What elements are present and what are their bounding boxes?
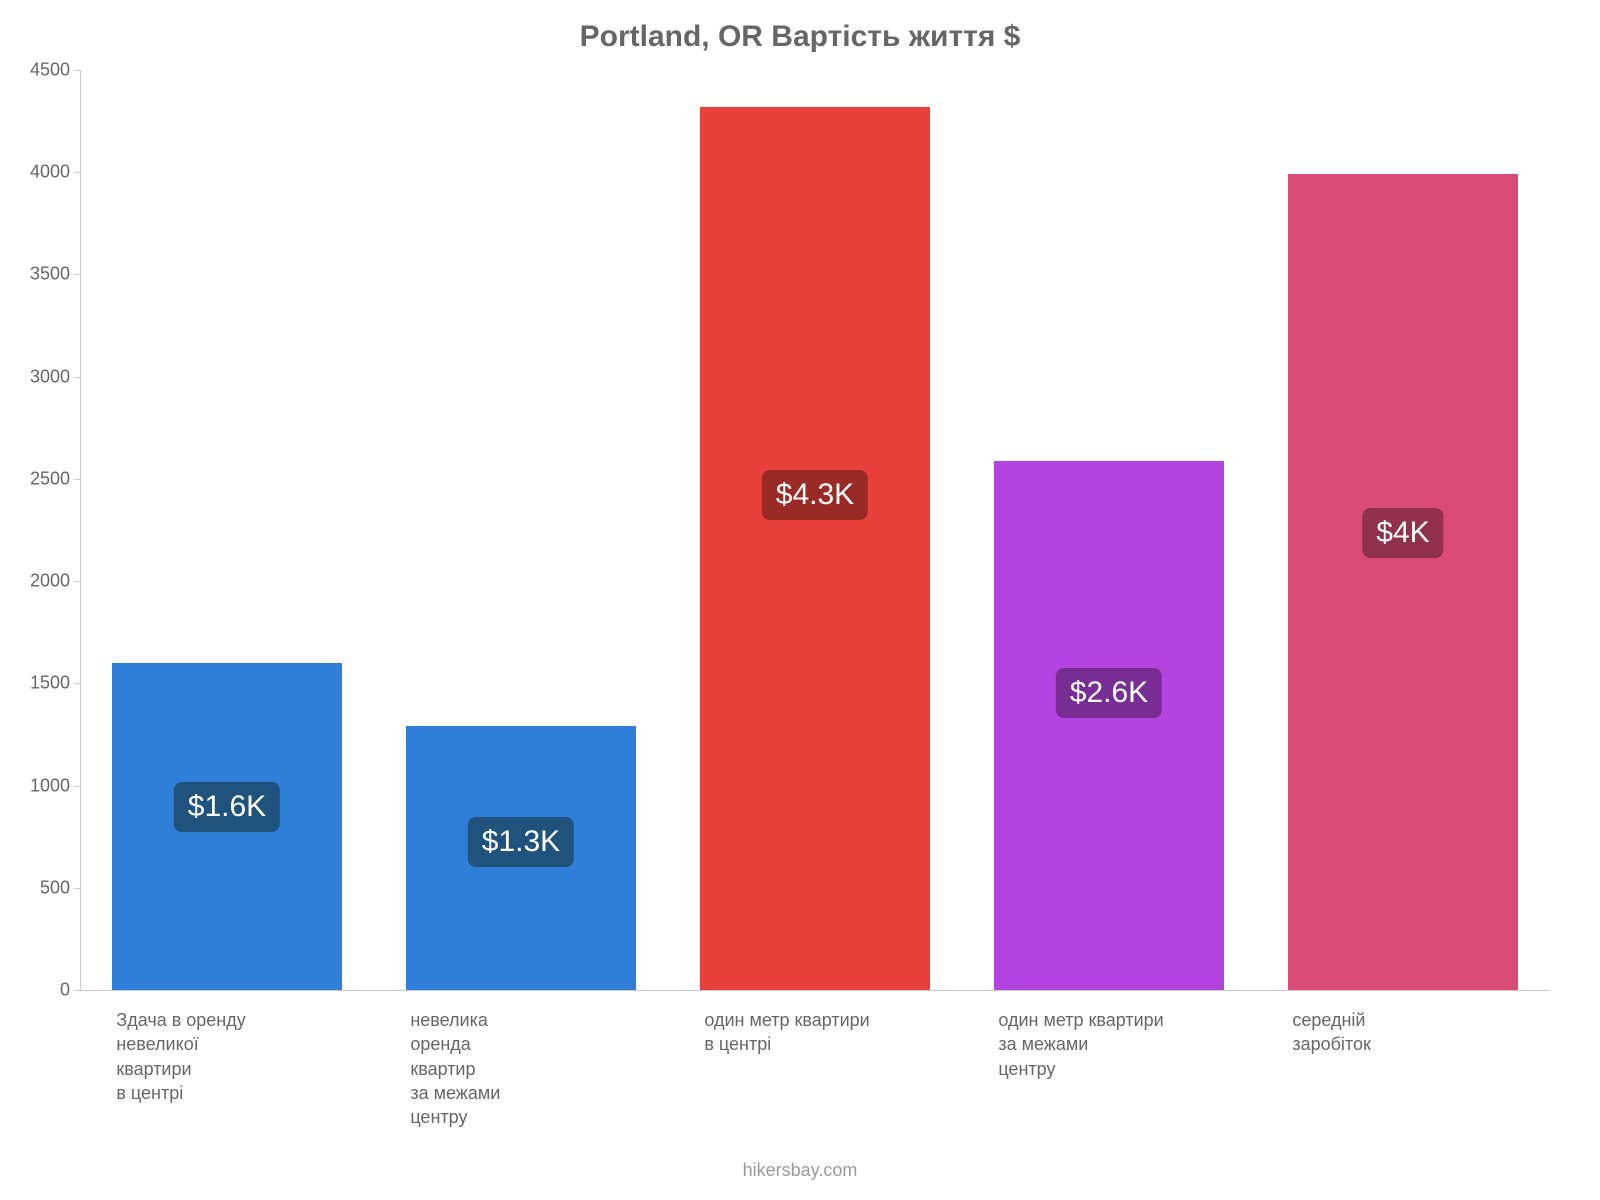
y-tick xyxy=(74,786,80,787)
chart-title: Portland, OR Вартість життя $ xyxy=(0,20,1600,54)
y-axis xyxy=(80,70,81,990)
y-tick xyxy=(74,888,80,889)
y-tick xyxy=(74,70,80,71)
attribution-text: hikersbay.com xyxy=(0,1160,1600,1181)
value-badge: $4K xyxy=(1362,508,1443,558)
bar xyxy=(994,461,1223,991)
y-tick-label: 4000 xyxy=(10,162,70,183)
y-tick-label: 1500 xyxy=(10,673,70,694)
plot-area: 050010001500200025003000350040004500$1.6… xyxy=(80,70,1550,990)
y-tick-label: 3000 xyxy=(10,366,70,387)
x-tick-label: невелика оренда квартир за межами центру xyxy=(410,1008,679,1129)
y-tick-label: 2000 xyxy=(10,571,70,592)
x-axis xyxy=(80,990,1550,991)
y-tick-label: 500 xyxy=(10,877,70,898)
y-tick-label: 4500 xyxy=(10,60,70,81)
bar xyxy=(700,107,929,990)
chart-container: Portland, OR Вартість життя $ 0500100015… xyxy=(0,0,1600,1200)
x-tick-label: один метр квартири в центрі xyxy=(704,1008,973,1057)
y-tick-label: 2500 xyxy=(10,468,70,489)
value-badge: $1.3K xyxy=(468,817,574,867)
y-tick-label: 3500 xyxy=(10,264,70,285)
y-tick xyxy=(74,990,80,991)
value-badge: $4.3K xyxy=(762,470,868,520)
y-tick-label: 0 xyxy=(10,980,70,1001)
y-tick xyxy=(74,479,80,480)
value-badge: $1.6K xyxy=(174,782,280,832)
y-tick xyxy=(74,377,80,378)
bar xyxy=(1288,174,1517,990)
x-tick-label: Здача в оренду невеликої квартири в цент… xyxy=(116,1008,385,1105)
y-tick xyxy=(74,683,80,684)
x-tick-label: один метр квартири за межами центру xyxy=(998,1008,1267,1081)
y-tick xyxy=(74,274,80,275)
y-tick xyxy=(74,581,80,582)
value-badge: $2.6K xyxy=(1056,668,1162,718)
y-tick xyxy=(74,172,80,173)
x-tick-label: середній заробіток xyxy=(1292,1008,1561,1057)
y-tick-label: 1000 xyxy=(10,775,70,796)
